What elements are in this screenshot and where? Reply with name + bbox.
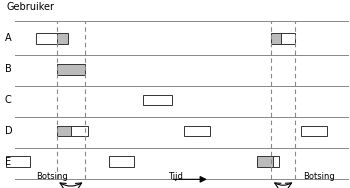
Text: A: A — [5, 33, 11, 43]
Text: C: C — [5, 95, 11, 105]
FancyBboxPatch shape — [184, 126, 210, 136]
FancyBboxPatch shape — [57, 64, 85, 75]
FancyBboxPatch shape — [257, 156, 274, 167]
FancyBboxPatch shape — [71, 126, 88, 136]
FancyBboxPatch shape — [271, 33, 282, 44]
FancyBboxPatch shape — [273, 156, 279, 167]
FancyBboxPatch shape — [36, 33, 58, 44]
FancyBboxPatch shape — [57, 126, 72, 136]
FancyBboxPatch shape — [281, 33, 295, 44]
Text: Tijd: Tijd — [168, 172, 182, 181]
FancyBboxPatch shape — [144, 95, 172, 105]
FancyBboxPatch shape — [109, 156, 134, 167]
Text: Gebruiker: Gebruiker — [6, 2, 54, 12]
Text: Botsing: Botsing — [36, 172, 68, 181]
Text: D: D — [5, 126, 12, 136]
Text: Botsing: Botsing — [303, 172, 335, 181]
FancyBboxPatch shape — [6, 156, 30, 167]
FancyBboxPatch shape — [57, 33, 68, 44]
FancyBboxPatch shape — [301, 126, 327, 136]
Text: E: E — [5, 157, 10, 167]
Text: B: B — [5, 64, 11, 74]
